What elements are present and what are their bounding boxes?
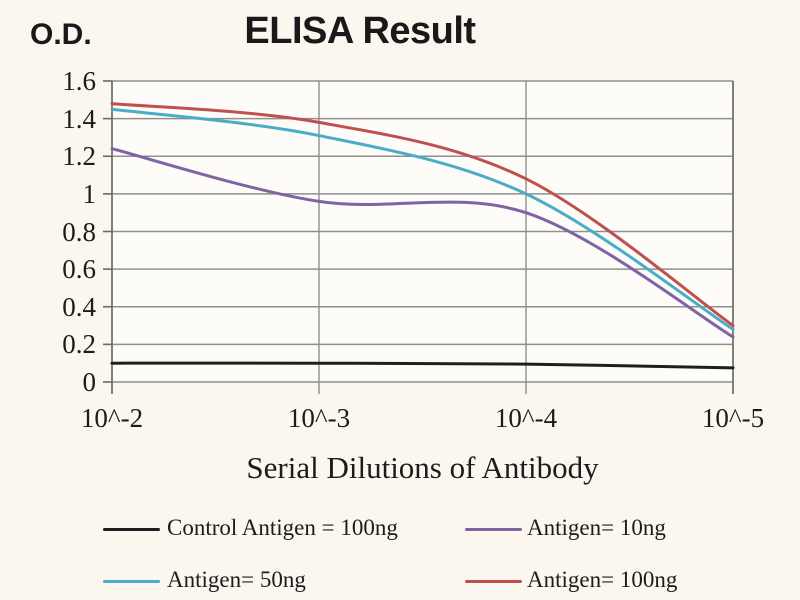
series-line-1 (110, 147, 735, 339)
series-line-0 (110, 361, 735, 370)
x-axis-title: Serial Dilutions of Antibody (246, 450, 599, 485)
series-line-2 (110, 107, 735, 331)
legend-label-3: Antigen= 100ng (527, 567, 678, 592)
legend-swatch-3 (465, 580, 522, 583)
y-tick-label: 1.4 (62, 103, 96, 134)
chart-title: ELISA Result (244, 10, 476, 52)
y-tick-label: 0.4 (62, 291, 96, 322)
legend-label-2: Antigen= 50ng (167, 567, 306, 592)
legend-label-0: Control Antigen = 100ng (167, 515, 398, 540)
legend-label-1: Antigen= 10ng (527, 515, 666, 540)
x-tick-label: 10^-4 (494, 403, 558, 433)
y-tick-label: 0 (82, 367, 97, 397)
x-tick-label: 10^-5 (701, 403, 765, 433)
y-tick-label: 0.8 (62, 216, 96, 247)
series-line-3 (110, 102, 735, 328)
y-tick-label: 1 (82, 178, 97, 209)
legend-swatch-2 (103, 580, 160, 583)
y-tick-label: 1.6 (62, 66, 96, 96)
x-tick-label: 10^-2 (80, 403, 144, 433)
legend-swatch-1 (465, 528, 522, 531)
y-tick-label: 0.6 (62, 254, 96, 285)
legend-swatch-0 (103, 528, 160, 531)
y-axis-unit-label: O.D. (30, 18, 92, 51)
y-tick-label: 1.2 (62, 141, 96, 172)
x-tick-label: 10^-3 (287, 403, 351, 433)
y-tick-label: 0.2 (62, 329, 96, 360)
